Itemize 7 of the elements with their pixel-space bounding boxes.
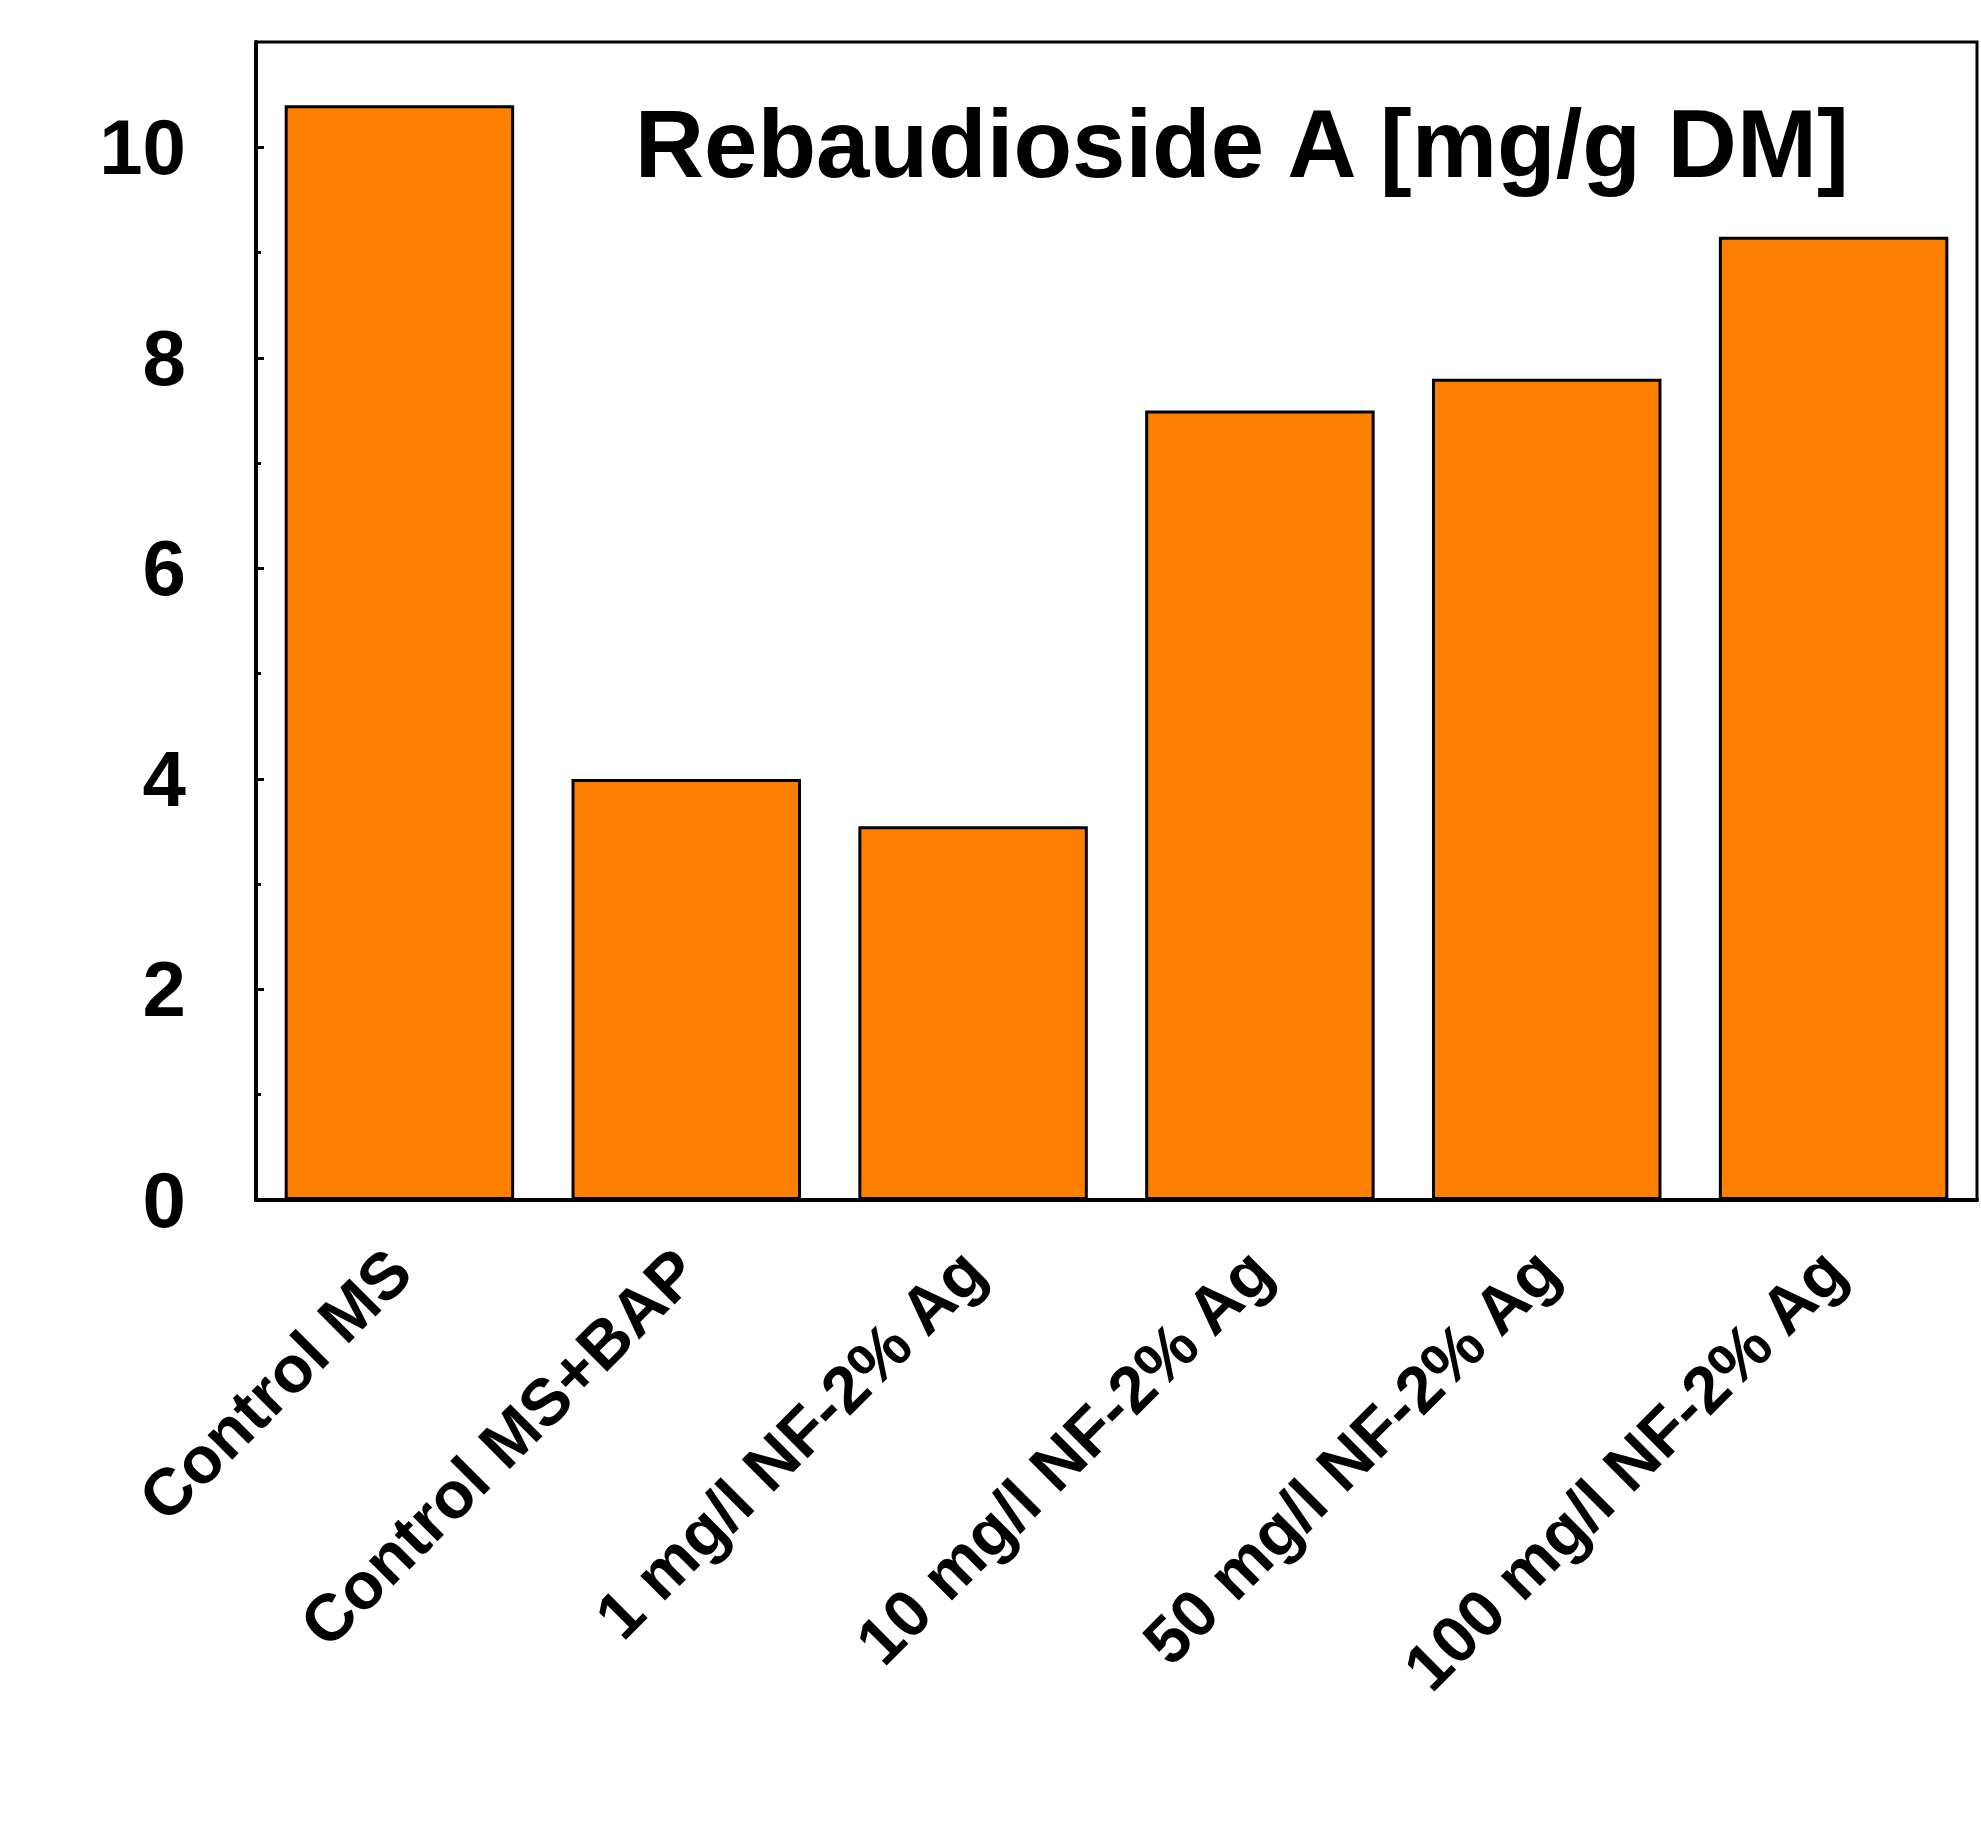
y-tick-label: 6 [142,524,186,613]
y-tick-label: 8 [142,313,186,402]
y-tick-label: 4 [142,734,186,823]
y-tick-label: 0 [142,1156,186,1244]
y-tick-label: 10 [99,103,186,192]
text: Rebaudioside A [mg/g DM] [634,89,1849,197]
y-tick-label: 2 [142,945,186,1034]
